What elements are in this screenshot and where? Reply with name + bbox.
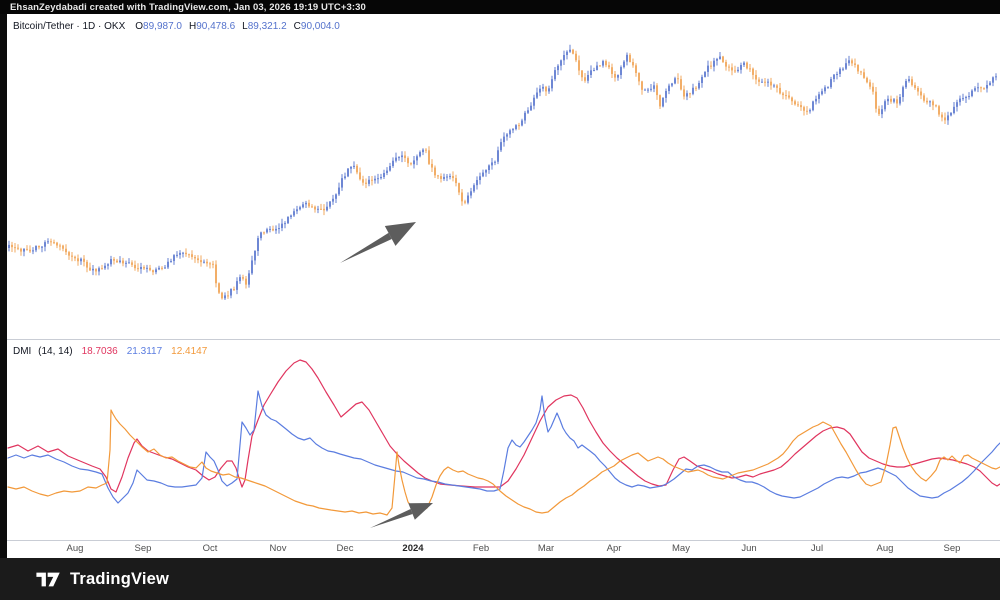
- dmi-value-3: 12.4147: [171, 346, 208, 357]
- dmi-title: DMI: [13, 346, 32, 357]
- time-axis-label: Sep: [134, 543, 152, 554]
- ohlc-values: O89,987.0 H90,478.6 L89,321.2 C90,004.0: [135, 21, 347, 32]
- arrow-annotation[interactable]: [340, 222, 416, 263]
- dmi-value-2: 21.3117: [126, 346, 163, 357]
- time-axis-label: Nov: [269, 543, 287, 554]
- time-axis-label: Oct: [202, 543, 218, 554]
- dmi-legend: DMI (14, 14) 18.7036 21.3117 12.4147: [13, 346, 207, 357]
- time-axis[interactable]: JulAugSepOctNovDec2024FebMarAprMayJunJul…: [0, 540, 1000, 558]
- dmi-values: 18.7036 21.3117 12.4147: [73, 346, 208, 357]
- candlestick-series: [8, 44, 997, 300]
- left-frame-strip: [0, 14, 7, 558]
- symbol-title: Bitcoin/Tether · 1D · OKX: [13, 21, 126, 32]
- time-axis-label: Dec: [336, 543, 354, 554]
- time-axis-label: Feb: [472, 543, 490, 554]
- ohlc-o: O89,987.0: [135, 21, 182, 32]
- ohlc-l: L89,321.2: [242, 21, 287, 32]
- time-axis-label: Jun: [741, 543, 757, 554]
- time-axis-label: Aug: [66, 543, 84, 554]
- watermark-text: EhsanZeydabadi created with TradingView.…: [10, 1, 366, 13]
- dmi-params: (14, 14): [38, 346, 73, 357]
- price-legend: Bitcoin/Tether · 1D · OKX O89,987.0 H90,47…: [13, 21, 347, 32]
- time-axis-label: May: [672, 543, 690, 554]
- dmi-value-1: 18.7036: [81, 346, 118, 357]
- time-axis-label: Sep: [943, 543, 961, 554]
- dmi-lines: [7, 359, 1000, 516]
- brand-wordmark: TradingView: [70, 569, 170, 588]
- ohlc-c: C90,004.0: [293, 21, 340, 32]
- time-axis-label: Apr: [606, 543, 622, 554]
- time-axis-label: Mar: [537, 543, 555, 554]
- tradingview-logo-icon: [36, 572, 60, 586]
- ohlc-h: H90,478.6: [188, 21, 236, 32]
- bottom-brand-bar: TradingView: [0, 558, 1000, 600]
- top-watermark-bar: EhsanZeydabadi created with TradingView.…: [0, 0, 1000, 14]
- tradingview-brand: TradingView: [36, 570, 169, 589]
- arrow-annotation[interactable]: [370, 503, 433, 528]
- time-axis-label: Aug: [876, 543, 894, 554]
- dmi-line-2-blue: [7, 390, 1000, 504]
- time-axis-label: Jul: [810, 543, 824, 554]
- dmi-line-1-crimson: [7, 359, 1000, 493]
- dmi-line-3-orange: [7, 409, 1000, 516]
- time-axis-label: 2024: [402, 543, 424, 554]
